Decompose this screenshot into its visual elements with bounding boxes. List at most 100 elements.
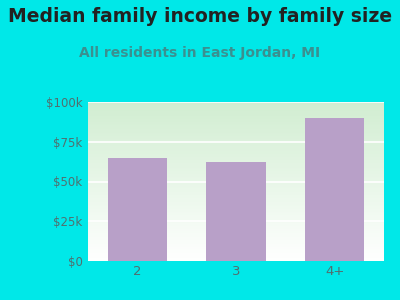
Bar bbox=[88, 244, 384, 245]
Bar bbox=[88, 195, 384, 196]
Bar bbox=[88, 151, 384, 152]
Bar bbox=[88, 120, 384, 121]
Bar bbox=[88, 192, 384, 193]
Bar bbox=[88, 108, 384, 110]
Bar bbox=[88, 245, 384, 246]
Bar bbox=[88, 159, 384, 160]
Bar bbox=[88, 102, 384, 103]
Bar bbox=[88, 116, 384, 117]
Text: All residents in East Jordan, MI: All residents in East Jordan, MI bbox=[80, 46, 320, 61]
Bar bbox=[88, 248, 384, 249]
Bar bbox=[88, 140, 384, 141]
Bar bbox=[88, 150, 384, 151]
Bar bbox=[88, 169, 384, 170]
Bar bbox=[88, 160, 384, 161]
Bar bbox=[88, 235, 384, 236]
Bar bbox=[88, 254, 384, 255]
Bar bbox=[88, 243, 384, 244]
Bar bbox=[88, 158, 384, 159]
Bar bbox=[88, 196, 384, 197]
Bar bbox=[88, 209, 384, 210]
Bar bbox=[88, 211, 384, 212]
Bar bbox=[88, 179, 384, 180]
Bar bbox=[88, 138, 384, 139]
Bar bbox=[88, 106, 384, 107]
Bar bbox=[88, 172, 384, 173]
Bar bbox=[88, 122, 384, 123]
Bar bbox=[88, 168, 384, 169]
Bar bbox=[88, 191, 384, 192]
Bar bbox=[88, 200, 384, 201]
Bar bbox=[88, 183, 384, 184]
Bar bbox=[88, 124, 384, 125]
Bar bbox=[88, 193, 384, 194]
Bar bbox=[88, 202, 384, 203]
Bar bbox=[108, 158, 167, 261]
Bar bbox=[88, 143, 384, 144]
Bar bbox=[88, 105, 384, 106]
Bar bbox=[88, 112, 384, 114]
Bar bbox=[88, 238, 384, 239]
Bar bbox=[88, 136, 384, 137]
Bar bbox=[88, 212, 384, 213]
Bar bbox=[88, 171, 384, 172]
Bar bbox=[88, 146, 384, 148]
Bar bbox=[88, 233, 384, 235]
Bar bbox=[88, 184, 384, 185]
Bar bbox=[88, 194, 384, 195]
Bar bbox=[88, 142, 384, 143]
Bar bbox=[88, 257, 384, 258]
Bar bbox=[88, 223, 384, 224]
Bar bbox=[88, 241, 384, 242]
Bar bbox=[88, 132, 384, 133]
Bar bbox=[88, 224, 384, 225]
Bar bbox=[88, 213, 384, 214]
Bar bbox=[88, 225, 384, 226]
Bar bbox=[88, 210, 384, 211]
Bar bbox=[88, 156, 384, 157]
Bar bbox=[88, 118, 384, 119]
Bar bbox=[88, 255, 384, 256]
Bar bbox=[88, 130, 384, 132]
Bar bbox=[88, 177, 384, 178]
Bar bbox=[88, 128, 384, 130]
Bar bbox=[88, 207, 384, 208]
Bar bbox=[88, 186, 384, 187]
Bar bbox=[88, 103, 384, 104]
Bar bbox=[88, 251, 384, 253]
Bar bbox=[88, 162, 384, 164]
Bar bbox=[88, 247, 384, 248]
Bar bbox=[88, 144, 384, 145]
Bar bbox=[88, 237, 384, 238]
Bar bbox=[88, 236, 384, 237]
Bar bbox=[88, 133, 384, 134]
Bar bbox=[88, 228, 384, 229]
Bar bbox=[88, 219, 384, 220]
Bar bbox=[88, 256, 384, 257]
Bar bbox=[88, 240, 384, 241]
Bar bbox=[88, 119, 384, 120]
Bar bbox=[88, 115, 384, 116]
Bar bbox=[88, 217, 384, 218]
Bar bbox=[88, 166, 384, 167]
Bar bbox=[88, 205, 384, 206]
Bar bbox=[88, 180, 384, 181]
Bar bbox=[88, 110, 384, 112]
Bar bbox=[88, 139, 384, 140]
Bar bbox=[88, 135, 384, 136]
Bar bbox=[88, 154, 384, 155]
Bar bbox=[88, 220, 384, 221]
Bar bbox=[88, 258, 384, 259]
Bar bbox=[88, 208, 384, 209]
Bar bbox=[88, 157, 384, 158]
Bar bbox=[88, 182, 384, 183]
Bar bbox=[88, 259, 384, 260]
Bar bbox=[88, 204, 384, 205]
Bar bbox=[88, 170, 384, 171]
Bar bbox=[88, 141, 384, 142]
Bar bbox=[88, 221, 384, 222]
Bar bbox=[88, 218, 384, 219]
Bar bbox=[305, 118, 364, 261]
Bar bbox=[88, 199, 384, 200]
Bar bbox=[88, 117, 384, 118]
